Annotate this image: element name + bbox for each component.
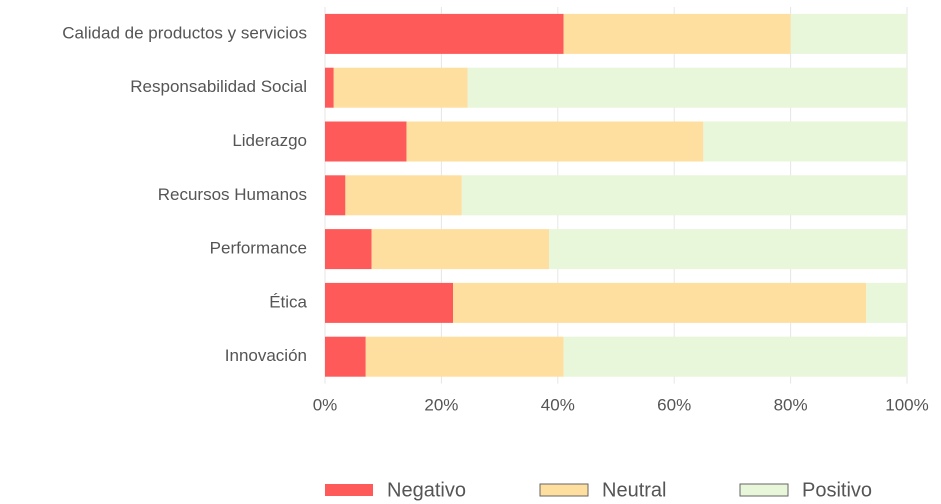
bar-segment: [406, 121, 704, 162]
x-tick-label: 0%: [313, 395, 338, 414]
bar-segment: [453, 282, 867, 323]
bar-segment: [325, 229, 372, 270]
bar-segment: [325, 336, 366, 377]
bar-segment: [333, 67, 468, 108]
legend-label: Positivo: [802, 479, 872, 501]
bar-segment: [325, 13, 564, 54]
bar-segment: [563, 13, 791, 54]
bar-segment: [325, 121, 407, 162]
y-tick-label: Calidad de productos y servicios: [62, 23, 307, 42]
bar-segment: [549, 229, 907, 270]
legend-label: Neutral: [602, 479, 666, 501]
y-tick-label: Responsabilidad Social: [130, 77, 307, 96]
x-tick-label: 80%: [774, 395, 808, 414]
y-tick-label: Ética: [269, 292, 307, 311]
bar-segment: [467, 67, 907, 108]
bar-segment: [325, 175, 346, 216]
legend-label: Negativo: [387, 479, 466, 501]
y-tick-label: Liderazgo: [232, 131, 307, 150]
y-tick-label: Recursos Humanos: [158, 185, 307, 204]
legend-swatch: [539, 483, 589, 497]
y-tick-label: Innovación: [225, 346, 307, 365]
bar-segment: [325, 67, 334, 108]
bar-segment: [866, 282, 907, 323]
bar-segment: [371, 229, 550, 270]
bar-segment: [563, 336, 907, 377]
y-tick-label: Performance: [210, 239, 307, 258]
bar-segment: [790, 13, 907, 54]
legend-swatch: [739, 483, 789, 497]
x-tick-label: 60%: [657, 395, 691, 414]
bar-segment: [325, 282, 454, 323]
bar-segment: [461, 175, 907, 216]
x-tick-label: 100%: [885, 395, 928, 414]
x-tick-label: 40%: [541, 395, 575, 414]
x-tick-label: 20%: [424, 395, 458, 414]
bar-segment: [703, 121, 907, 162]
bar-segment: [345, 175, 462, 216]
legend-swatch: [325, 484, 373, 496]
bar-segment: [365, 336, 564, 377]
